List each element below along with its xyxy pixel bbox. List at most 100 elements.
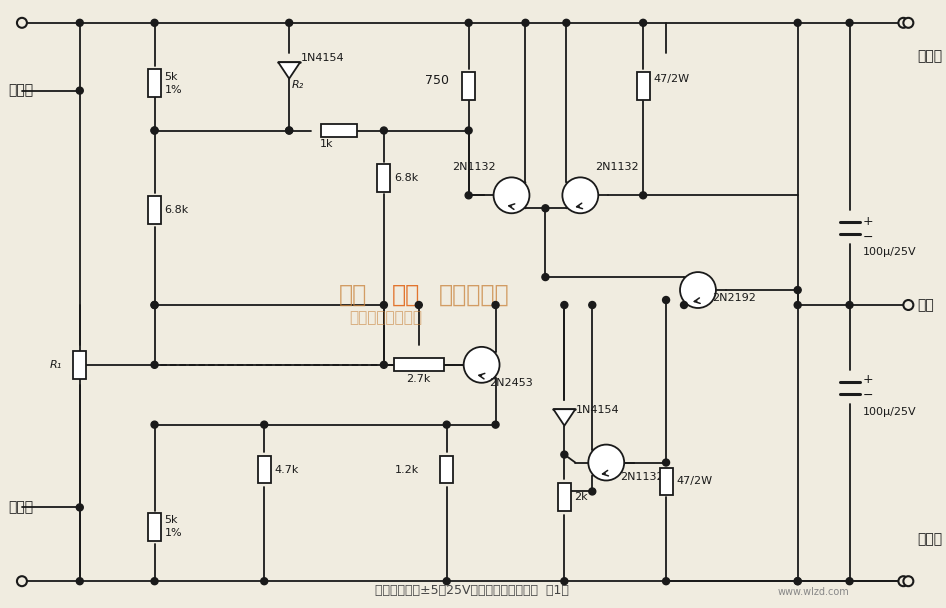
Circle shape	[903, 576, 913, 586]
Text: 2N2192: 2N2192	[712, 293, 756, 303]
Circle shape	[415, 302, 422, 308]
Circle shape	[561, 578, 568, 585]
Text: R₂: R₂	[292, 80, 305, 89]
Text: 全球最大采购网站: 全球最大采购网站	[349, 311, 422, 325]
Bar	[659, 468, 673, 496]
Text: 1N4154: 1N4154	[301, 53, 344, 63]
Bar	[463, 72, 475, 100]
Text: 2.7k: 2.7k	[407, 374, 431, 384]
Circle shape	[846, 19, 853, 26]
Circle shape	[639, 19, 647, 26]
Bar	[394, 358, 444, 371]
Circle shape	[899, 18, 908, 28]
Circle shape	[380, 127, 387, 134]
Circle shape	[846, 302, 853, 308]
Text: 100μ/25V: 100μ/25V	[863, 407, 916, 416]
Circle shape	[151, 421, 158, 428]
Text: +: +	[863, 215, 873, 228]
Text: 1%: 1%	[165, 528, 183, 538]
Bar	[321, 124, 357, 137]
Circle shape	[522, 19, 529, 26]
Circle shape	[465, 192, 472, 199]
Circle shape	[286, 127, 292, 134]
Circle shape	[795, 302, 801, 308]
Circle shape	[151, 302, 158, 308]
Text: 6.8k: 6.8k	[394, 173, 418, 184]
Circle shape	[465, 19, 472, 26]
Text: 1k: 1k	[321, 139, 334, 150]
Circle shape	[795, 286, 801, 294]
Text: 750: 750	[425, 74, 448, 87]
Circle shape	[899, 576, 908, 586]
Text: 5k: 5k	[165, 516, 178, 525]
Circle shape	[465, 127, 472, 134]
Circle shape	[261, 578, 268, 585]
Circle shape	[494, 178, 530, 213]
Text: 5k: 5k	[165, 72, 178, 81]
Text: 正输入: 正输入	[8, 84, 33, 98]
Polygon shape	[553, 409, 575, 426]
Text: 2N1132: 2N1132	[621, 472, 664, 483]
Text: 2N2453: 2N2453	[490, 378, 534, 388]
Text: 2N1132: 2N1132	[452, 162, 496, 173]
Bar	[440, 455, 453, 483]
Circle shape	[17, 576, 26, 586]
Circle shape	[903, 18, 913, 28]
Bar	[637, 72, 650, 100]
Text: 6.8k: 6.8k	[165, 206, 189, 215]
Polygon shape	[278, 62, 300, 78]
Circle shape	[380, 361, 387, 368]
Text: 1%: 1%	[165, 85, 183, 95]
Circle shape	[662, 459, 670, 466]
Circle shape	[680, 302, 688, 308]
Circle shape	[17, 18, 26, 28]
Text: 负输出: 负输出	[918, 533, 942, 547]
Circle shape	[151, 19, 158, 26]
Circle shape	[492, 302, 499, 308]
Circle shape	[795, 19, 801, 26]
Text: 2N1132: 2N1132	[595, 162, 639, 173]
Circle shape	[151, 127, 158, 134]
Text: 47/2W: 47/2W	[676, 477, 712, 486]
Circle shape	[151, 578, 158, 585]
Text: 47/2W: 47/2W	[653, 74, 690, 84]
Text: www.wlzd.com: www.wlzd.com	[778, 587, 850, 597]
Text: R₁: R₁	[49, 360, 61, 370]
Circle shape	[588, 444, 624, 480]
Circle shape	[286, 19, 292, 26]
Circle shape	[77, 578, 83, 585]
Text: 电子市场网: 电子市场网	[439, 283, 509, 307]
Circle shape	[261, 421, 268, 428]
Circle shape	[846, 578, 853, 585]
Circle shape	[151, 127, 158, 134]
Bar	[377, 164, 391, 192]
Text: −: −	[863, 389, 873, 402]
Circle shape	[444, 578, 450, 585]
Circle shape	[77, 87, 83, 94]
Bar	[558, 483, 570, 511]
Circle shape	[286, 127, 292, 134]
Circle shape	[561, 302, 568, 308]
Circle shape	[795, 578, 801, 585]
Bar	[149, 513, 161, 541]
Text: 杭州: 杭州	[339, 283, 367, 307]
Text: 4.7k: 4.7k	[274, 465, 299, 474]
Circle shape	[464, 347, 499, 383]
Circle shape	[542, 205, 549, 212]
Circle shape	[380, 302, 387, 308]
Circle shape	[795, 578, 801, 585]
Circle shape	[77, 19, 83, 26]
Text: 负输入: 负输入	[8, 500, 33, 514]
Bar	[149, 69, 161, 97]
Circle shape	[662, 578, 670, 585]
Text: 2k: 2k	[574, 492, 588, 502]
Text: 电源电路中的±5～25V双极性稳压电源电路  第1张: 电源电路中的±5～25V双极性稳压电源电路 第1张	[375, 584, 569, 597]
Circle shape	[588, 302, 596, 308]
Text: +: +	[863, 373, 873, 386]
Text: 100μ/25V: 100μ/25V	[863, 247, 916, 257]
Circle shape	[561, 451, 568, 458]
Text: 维库: 维库	[392, 283, 420, 307]
Circle shape	[77, 504, 83, 511]
Circle shape	[562, 178, 598, 213]
Text: −: −	[863, 230, 873, 244]
